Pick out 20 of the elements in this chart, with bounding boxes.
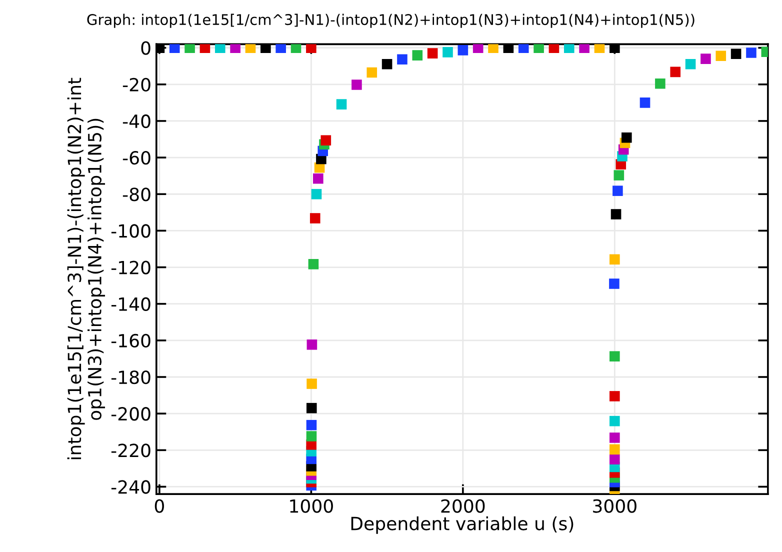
y-tick-label: -180 (111, 370, 150, 384)
x-tick-label: 3000 (593, 499, 636, 513)
y-axis-title: intop1(1e15[1/cm^3]-N1)-(intop1(N2)+int op1(N3)+intop1(N4)+intop1(N5)) (67, 78, 106, 460)
y-tick-label: -200 (111, 407, 150, 421)
y-tick-label: -140 (111, 297, 150, 311)
y-tick-label: -120 (111, 260, 150, 274)
x-tick-label: 0 (154, 499, 164, 513)
chart-title: Graph: intop1(1e15[1/cm^3]-N1)-(intop1(N2)+intop1(N3)+intop1(N4)+intop1(N5)) (87, 14, 694, 28)
x-axis-title: Dependent variable u (s) (351, 516, 574, 534)
y-tick-label: -20 (122, 78, 150, 92)
y-tick-label: -60 (122, 151, 150, 165)
y-tick-label: -40 (122, 114, 150, 128)
x-tick-label: 2000 (441, 499, 485, 513)
y-tick-label: -100 (111, 224, 150, 238)
y-tick-label: -160 (111, 334, 150, 348)
y-tick-label: -220 (111, 444, 150, 458)
y-tick-label: -240 (111, 480, 150, 494)
y-tick-label: -80 (122, 188, 150, 202)
x-tick-label: 1000 (290, 499, 333, 513)
y-tick-label: 0 (141, 41, 150, 55)
